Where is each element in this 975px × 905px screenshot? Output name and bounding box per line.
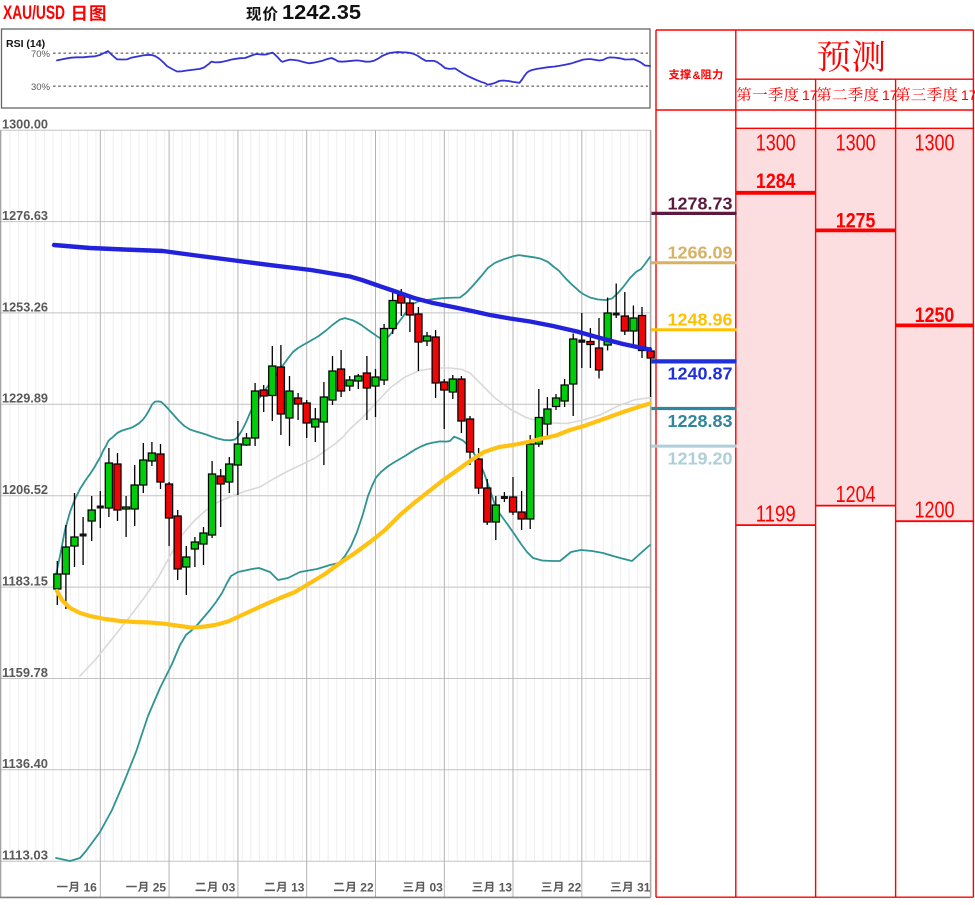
svg-text:1204: 1204 [836,481,876,507]
svg-text:1248.96: 1248.96 [668,310,733,330]
svg-text:1275: 1275 [836,210,876,233]
svg-text:13: 13 [499,881,513,895]
svg-text:03: 03 [430,881,444,895]
svg-text:31: 31 [637,881,651,895]
svg-text:1136.40: 1136.40 [2,757,48,771]
svg-text:03: 03 [222,881,236,895]
svg-text:1199: 1199 [756,501,796,527]
svg-text:13: 13 [291,881,305,895]
svg-text:&: & [693,70,701,82]
svg-text:17: 17 [882,87,898,103]
svg-text:70%: 70% [31,49,51,60]
svg-text:25: 25 [153,881,167,895]
svg-text:1240.87: 1240.87 [668,364,733,384]
svg-text:22: 22 [568,881,582,895]
svg-text:1278.73: 1278.73 [668,193,733,213]
svg-text:22: 22 [360,881,374,895]
svg-text:16: 16 [84,881,98,895]
svg-text:30%: 30% [31,82,51,93]
svg-text:1276.63: 1276.63 [2,209,48,223]
svg-text:RSI (14): RSI (14) [6,38,45,50]
svg-text:1229.89: 1229.89 [2,392,48,406]
svg-text:1300: 1300 [836,130,876,156]
svg-text:17: 17 [802,87,818,103]
svg-text:1300: 1300 [915,130,955,156]
svg-text:1159.78: 1159.78 [2,666,48,680]
svg-text:1242.35: 1242.35 [282,2,361,24]
svg-text:1284: 1284 [756,170,796,193]
svg-text:1266.09: 1266.09 [668,243,733,263]
svg-text:1253.26: 1253.26 [2,300,48,314]
svg-text:1113.03: 1113.03 [2,849,48,863]
svg-text:XAU/USD: XAU/USD [3,3,65,24]
svg-text:1183.15: 1183.15 [2,575,48,589]
svg-text:1206.52: 1206.52 [2,483,48,497]
svg-text:17: 17 [961,87,975,103]
svg-text:1300: 1300 [756,130,796,156]
svg-text:1250: 1250 [915,304,955,327]
svg-text:1219.20: 1219.20 [668,448,733,468]
svg-text:1200: 1200 [915,497,955,523]
svg-text:1300.00: 1300.00 [2,118,48,132]
svg-text:1228.83: 1228.83 [668,411,733,431]
